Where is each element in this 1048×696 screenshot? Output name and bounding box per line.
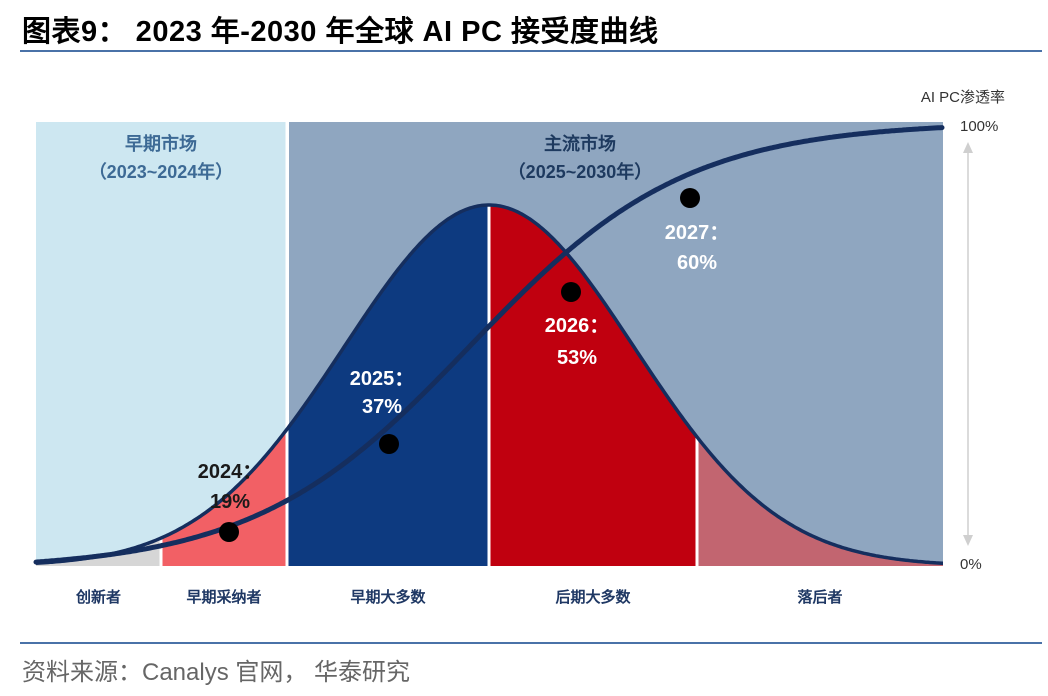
title-divider <box>20 50 1042 52</box>
market-period: （2025~2030年） <box>508 161 653 182</box>
source-divider <box>20 642 1042 644</box>
segment-dividers <box>159 122 699 566</box>
data-point-2025 <box>379 434 399 454</box>
data-label-value: 53% <box>557 347 597 369</box>
market-period: （2023~2024年） <box>89 161 234 182</box>
data-label-value: 19% <box>210 491 250 513</box>
data-label-year: 2027： <box>665 222 730 244</box>
segment-label: 落后者 <box>797 588 842 606</box>
figure-title: 图表9： 2023 年-2030 年全球 AI PC 接受度曲线 <box>22 16 659 48</box>
segment-label: 后期大多数 <box>555 588 631 606</box>
data-label-value: 60% <box>677 252 717 274</box>
segment-label: 早期采纳者 <box>186 588 261 606</box>
data-point-2027 <box>680 188 700 208</box>
market-name: 早期市场 <box>125 133 197 154</box>
data-label-value: 37% <box>362 396 402 418</box>
y-axis-label: AI PC渗透率 <box>921 89 1005 106</box>
y-tick-label-0: 0% <box>960 556 982 573</box>
chart-labels: AI PC渗透率 100% 0% 早期市场 （2023~2024年） 主流市场 （2025~… <box>75 89 1005 606</box>
penetration-s-curve <box>33 125 945 565</box>
y-axis <box>963 142 973 546</box>
data-label-year: 2025： <box>350 368 415 390</box>
data-label-year: 2024： <box>198 461 263 483</box>
source-note: 资料来源：Canalys 官网， 华泰研究 <box>22 659 411 686</box>
segment-label: 创新者 <box>75 588 121 606</box>
axis-arrow-down <box>963 535 973 546</box>
adoption-chart: AI PC渗透率 100% 0% 早期市场 （2023~2024年） 主流市场 （2025~… <box>33 89 1005 606</box>
data-label-year: 2026： <box>545 315 610 337</box>
market-name: 主流市场 <box>544 133 616 154</box>
axis-arrow-up <box>963 142 973 153</box>
bell-curve-outline <box>35 203 943 566</box>
data-point-2024 <box>219 522 239 542</box>
data-points <box>219 188 700 542</box>
y-tick-label-100: 100% <box>960 118 998 135</box>
data-point-2026 <box>561 282 581 302</box>
segment-label: 早期大多数 <box>350 588 426 606</box>
